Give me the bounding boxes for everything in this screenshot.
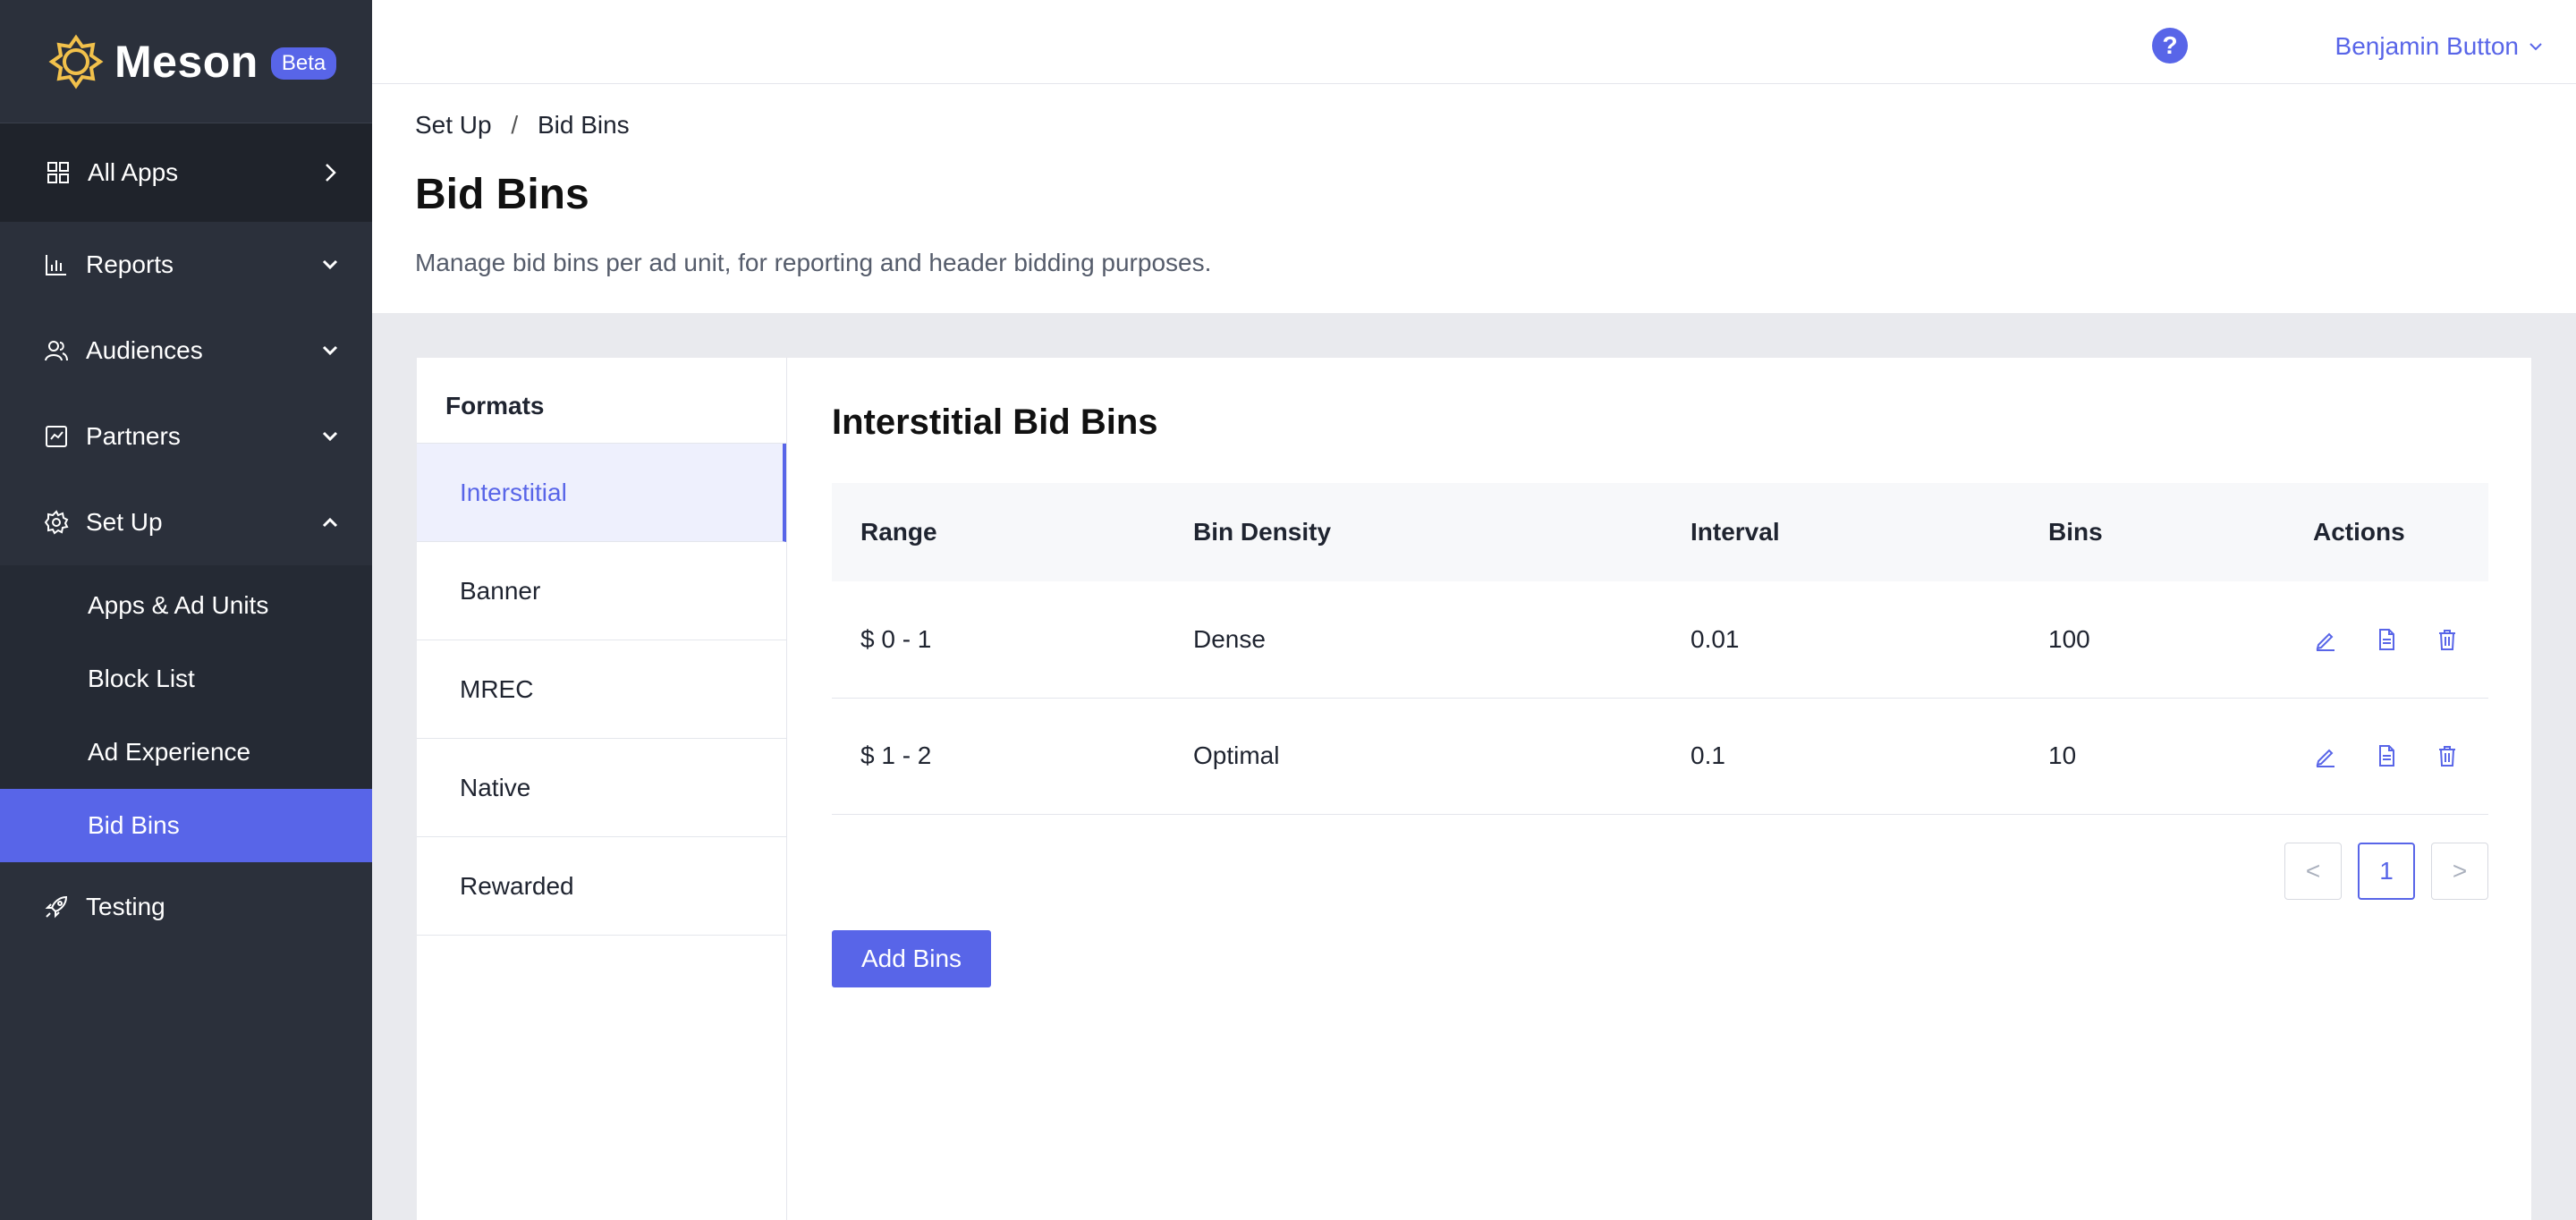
nav-partners-label: Partners (86, 422, 181, 450)
cell-density: Dense (1193, 624, 1266, 653)
user-name: Benjamin Button (2334, 32, 2519, 60)
formats-title: Formats (417, 358, 786, 444)
brand[interactable]: Meson Beta (0, 0, 372, 123)
trash-icon[interactable] (2435, 743, 2460, 768)
page-title: Bid Bins (415, 171, 589, 218)
setup-submenu: Apps & Ad Units Block List Ad Experience… (0, 565, 372, 862)
column-header-actions: Actions (2313, 518, 2405, 546)
page-header: Set Up / Bid Bins Bid Bins Manage bid bi… (372, 84, 2576, 313)
document-icon[interactable] (2374, 743, 2399, 768)
sidebar-item-ad-experience[interactable]: Ad Experience (88, 738, 251, 766)
format-item-interstitial[interactable]: Interstitial (417, 444, 786, 542)
breadcrumb-bid-bins: Bid Bins (537, 111, 630, 139)
trash-icon[interactable] (2435, 627, 2460, 652)
breadcrumb-separator: / (511, 111, 519, 139)
format-item-rewarded[interactable]: Rewarded (417, 837, 786, 936)
cell-density: Optimal (1193, 741, 1280, 769)
pagination-prev[interactable]: < (2284, 843, 2342, 900)
add-bins-button[interactable]: Add Bins (832, 930, 991, 987)
chevron-down-icon (322, 259, 338, 270)
content-card: Formats Interstitial Banner MREC Native … (417, 358, 2531, 1220)
cell-bins: 10 (2048, 741, 2077, 769)
chevron-right-icon (326, 164, 336, 182)
column-header-bin-density: Bin Density (1193, 518, 1332, 546)
column-header-range: Range (860, 518, 937, 546)
nav-audiences[interactable]: Audiences (0, 308, 372, 394)
format-item-banner[interactable]: Banner (417, 542, 786, 640)
cell-actions (2284, 698, 2488, 814)
pagination-next[interactable]: > (2431, 843, 2488, 900)
sidebar: Meson Beta All Apps Reports Audiences Pa… (0, 0, 372, 1220)
breadcrumb-setup[interactable]: Set Up (415, 111, 492, 139)
nav-all-apps-label: All Apps (88, 158, 179, 186)
document-icon[interactable] (2374, 627, 2399, 652)
cell-interval: 0.1 (1690, 741, 1725, 769)
column-header-interval: Interval (1690, 518, 1780, 546)
rocket-icon (45, 895, 68, 919)
format-item-native[interactable]: Native (417, 739, 786, 837)
edit-icon[interactable] (2313, 743, 2338, 768)
nav-setup[interactable]: Set Up (0, 479, 372, 565)
nav-testing[interactable]: Testing (0, 862, 372, 952)
cell-bins: 100 (2048, 624, 2090, 653)
pagination: < 1 > (2284, 843, 2488, 900)
sidebar-item-apps-ad-units[interactable]: Apps & Ad Units (88, 591, 269, 619)
nav-audiences-label: Audiences (86, 336, 203, 364)
meson-logo-icon (48, 34, 104, 89)
cell-range: $ 1 - 2 (860, 741, 932, 769)
nav-reports[interactable]: Reports (0, 222, 372, 308)
formats-panel: Formats Interstitial Banner MREC Native … (417, 358, 787, 1220)
nav-setup-label: Set Up (86, 508, 163, 536)
bins-title: Interstitial Bid Bins (832, 402, 1158, 442)
cell-actions (2284, 581, 2488, 698)
breadcrumb: Set Up / Bid Bins (415, 111, 630, 140)
cell-interval: 0.01 (1690, 624, 1740, 653)
user-menu[interactable]: Benjamin Button (2335, 32, 2546, 61)
format-item-mrec[interactable]: MREC (417, 640, 786, 739)
help-icon[interactable]: ? (2152, 28, 2188, 64)
table-header-row: Range Bin Density Interval Bins Actions (832, 483, 2488, 581)
chevron-up-icon (322, 517, 338, 528)
cell-range: $ 0 - 1 (860, 624, 932, 653)
beta-badge: Beta (270, 47, 337, 80)
sidebar-item-block-list[interactable]: Block List (88, 665, 195, 692)
top-bar: ? Benjamin Button (372, 0, 2576, 84)
edit-icon[interactable] (2313, 627, 2338, 652)
nav-reports-label: Reports (86, 250, 174, 278)
page-description: Manage bid bins per ad unit, for reporti… (415, 249, 1212, 276)
nav-testing-label: Testing (86, 893, 165, 920)
chevron-down-icon (322, 345, 338, 356)
table-row: $ 0 - 1 Dense 0.01 100 (832, 581, 2488, 698)
chevron-down-icon (2529, 43, 2542, 51)
sidebar-item-bid-bins[interactable]: Bid Bins (0, 789, 372, 862)
bar-chart-icon (46, 255, 66, 275)
audience-icon (45, 341, 68, 361)
grid-icon (47, 162, 69, 183)
brand-name: Meson (114, 36, 258, 87)
bins-table: Range Bin Density Interval Bins Actions … (832, 483, 2488, 815)
pagination-page-1[interactable]: 1 (2358, 843, 2415, 900)
nav-all-apps[interactable]: All Apps (0, 123, 372, 222)
column-header-bins: Bins (2048, 518, 2103, 546)
chevron-down-icon (322, 431, 338, 442)
table-row: $ 1 - 2 Optimal 0.1 10 (832, 698, 2488, 814)
gear-icon (44, 510, 69, 535)
partners-icon (46, 426, 67, 447)
nav-partners[interactable]: Partners (0, 394, 372, 479)
